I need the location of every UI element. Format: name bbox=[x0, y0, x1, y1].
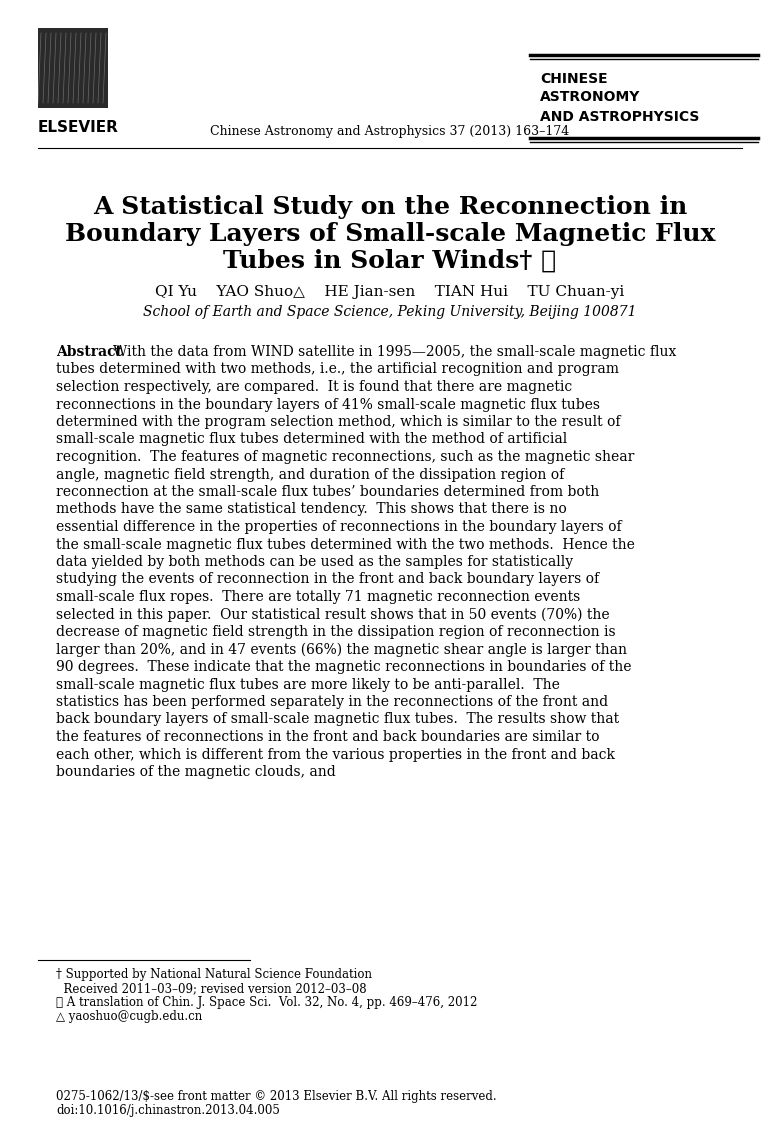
Text: † Supported by National Natural Science Foundation: † Supported by National Natural Science … bbox=[56, 968, 372, 981]
Text: reconnections in the boundary layers of 41% small-scale magnetic flux tubes: reconnections in the boundary layers of … bbox=[56, 398, 600, 412]
Text: angle, magnetic field strength, and duration of the dissipation region of: angle, magnetic field strength, and dura… bbox=[56, 467, 564, 482]
Text: the small-scale magnetic flux tubes determined with the two methods.  Hence the: the small-scale magnetic flux tubes dete… bbox=[56, 538, 635, 551]
Text: 0275-1062/13/$-see front matter © 2013 Elsevier B.V. All rights reserved.: 0275-1062/13/$-see front matter © 2013 E… bbox=[56, 1090, 497, 1103]
Text: Received 2011–03–09; revised version 2012–03–08: Received 2011–03–09; revised version 201… bbox=[56, 982, 367, 995]
Text: AND ASTROPHYSICS: AND ASTROPHYSICS bbox=[540, 110, 700, 124]
Text: small-scale magnetic flux tubes determined with the method of artificial: small-scale magnetic flux tubes determin… bbox=[56, 432, 567, 447]
Text: essential difference in the properties of reconnections in the boundary layers o: essential difference in the properties o… bbox=[56, 521, 622, 534]
Text: the features of reconnections in the front and back boundaries are similar to: the features of reconnections in the fro… bbox=[56, 730, 600, 744]
Text: Boundary Layers of Small-scale Magnetic Flux: Boundary Layers of Small-scale Magnetic … bbox=[65, 222, 715, 246]
Text: data yielded by both methods can be used as the samples for statistically: data yielded by both methods can be used… bbox=[56, 555, 573, 569]
Text: studying the events of reconnection in the front and back boundary layers of: studying the events of reconnection in t… bbox=[56, 573, 599, 586]
Text: 90 degrees.  These indicate that the magnetic reconnections in boundaries of the: 90 degrees. These indicate that the magn… bbox=[56, 660, 632, 674]
Bar bbox=[38, 28, 108, 108]
Text: each other, which is different from the various properties in the front and back: each other, which is different from the … bbox=[56, 747, 615, 762]
Text: boundaries of the magnetic clouds, and: boundaries of the magnetic clouds, and bbox=[56, 765, 335, 779]
Text: recognition.  The features of magnetic reconnections, such as the magnetic shear: recognition. The features of magnetic re… bbox=[56, 450, 634, 464]
Text: △ yaoshuo@cugb.edu.cn: △ yaoshuo@cugb.edu.cn bbox=[56, 1010, 202, 1023]
Text: reconnection at the small-scale flux tubes’ boundaries determined from both: reconnection at the small-scale flux tub… bbox=[56, 485, 599, 499]
Text: small-scale flux ropes.  There are totally 71 magnetic reconnection events: small-scale flux ropes. There are totall… bbox=[56, 590, 580, 604]
Text: determined with the program selection method, which is similar to the result of: determined with the program selection me… bbox=[56, 415, 621, 429]
Text: With the data from WIND satellite in 1995—2005, the small-scale magnetic flux: With the data from WIND satellite in 199… bbox=[113, 345, 676, 359]
Text: doi:10.1016/j.chinastron.2013.04.005: doi:10.1016/j.chinastron.2013.04.005 bbox=[56, 1105, 280, 1117]
Text: methods have the same statistical tendency.  This shows that there is no: methods have the same statistical tenden… bbox=[56, 502, 567, 516]
Text: QI Yu    YAO Shuo△    HE Jian-sen    TIAN Hui    TU Chuan-yi: QI Yu YAO Shuo△ HE Jian-sen TIAN Hui TU … bbox=[155, 285, 625, 299]
Text: School of Earth and Space Science, Peking University, Beijing 100871: School of Earth and Space Science, Pekin… bbox=[144, 305, 636, 319]
Text: ⋆ A translation of Chin. J. Space Sci.  Vol. 32, No. 4, pp. 469–476, 2012: ⋆ A translation of Chin. J. Space Sci. V… bbox=[56, 996, 477, 1009]
Text: ELSEVIER: ELSEVIER bbox=[38, 120, 119, 135]
Text: small-scale magnetic flux tubes are more likely to be anti-parallel.  The: small-scale magnetic flux tubes are more… bbox=[56, 677, 560, 692]
Text: CHINESE: CHINESE bbox=[540, 71, 608, 86]
Text: Tubes in Solar Winds† ⋆: Tubes in Solar Winds† ⋆ bbox=[223, 249, 557, 273]
Text: tubes determined with two methods, i.e., the artificial recognition and program: tubes determined with two methods, i.e.,… bbox=[56, 363, 619, 376]
Text: selection respectively, are compared.  It is found that there are magnetic: selection respectively, are compared. It… bbox=[56, 380, 573, 393]
Text: ASTRONOMY: ASTRONOMY bbox=[540, 90, 640, 104]
Text: Chinese Astronomy and Astrophysics 37 (2013) 163–174: Chinese Astronomy and Astrophysics 37 (2… bbox=[211, 125, 569, 138]
Text: A Statistical Study on the Reconnection in: A Statistical Study on the Reconnection … bbox=[93, 195, 687, 219]
Text: selected in this paper.  Our statistical result shows that in 50 events (70%) th: selected in this paper. Our statistical … bbox=[56, 608, 610, 621]
Text: decrease of magnetic field strength in the dissipation region of reconnection is: decrease of magnetic field strength in t… bbox=[56, 625, 615, 638]
Text: statistics has been performed separately in the reconnections of the front and: statistics has been performed separately… bbox=[56, 695, 608, 709]
Text: Abstract: Abstract bbox=[56, 345, 122, 359]
Text: larger than 20%, and in 47 events (66%) the magnetic shear angle is larger than: larger than 20%, and in 47 events (66%) … bbox=[56, 643, 627, 657]
Text: back boundary layers of small-scale magnetic flux tubes.  The results show that: back boundary layers of small-scale magn… bbox=[56, 712, 619, 727]
